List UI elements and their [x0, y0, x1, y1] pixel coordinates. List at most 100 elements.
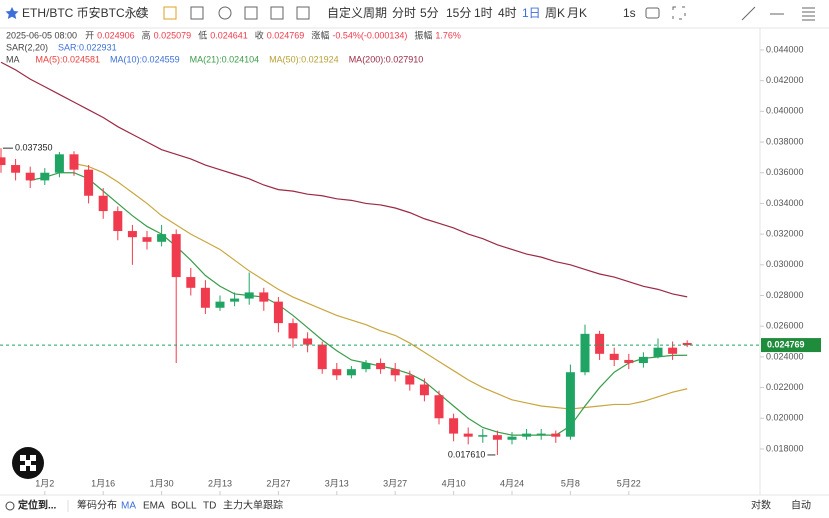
camera-icon[interactable]	[645, 7, 660, 19]
timeframe[interactable]: 15分	[446, 6, 471, 20]
candle-body	[171, 234, 181, 278]
info-text: 涨幅	[311, 29, 329, 40]
info-text: MA(10):0.024559	[110, 54, 180, 64]
x-tick-label: 1月30	[150, 478, 174, 488]
timeframe[interactable]: 1日	[522, 6, 541, 20]
info-text: 0.024906	[97, 30, 135, 40]
timeframe[interactable]: 分时	[392, 6, 416, 20]
indicator-tab[interactable]: TD	[203, 501, 216, 512]
y-tick-label: 0.038000	[766, 136, 804, 146]
timeframe[interactable]: 1时	[474, 6, 493, 20]
candle-body	[682, 342, 692, 346]
timeframe[interactable]: 周K	[545, 6, 565, 20]
candle-body	[273, 301, 283, 324]
info-text: 2025-06-05 08:00	[6, 30, 77, 40]
y-tick-label: 0.026000	[766, 321, 804, 331]
candle-body	[317, 344, 327, 370]
candle-body	[244, 292, 254, 299]
indicator-tab[interactable]: BOLL	[171, 501, 197, 512]
price-tag	[761, 338, 821, 353]
indicator-tab[interactable]: EMA	[143, 501, 165, 512]
timeframe[interactable]: 5分	[420, 6, 439, 20]
layout-icon[interactable]	[270, 6, 284, 20]
plot: 0.037350 0.017610	[0, 61, 692, 459]
candle-body	[536, 433, 546, 435]
x-tick-label: 5月22	[617, 478, 641, 488]
candle-body	[522, 433, 532, 437]
min-label: 0.017610	[448, 449, 486, 459]
candle-body	[0, 157, 6, 166]
candle-body	[376, 363, 386, 370]
x-tick-label: 4月24	[500, 478, 524, 488]
indicator-icon[interactable]	[190, 6, 204, 20]
candle-body	[405, 375, 415, 385]
candle-body	[361, 363, 371, 370]
y-tick-label: 0.028000	[766, 290, 804, 300]
scale-option[interactable]: 自动	[791, 499, 811, 512]
y-tick-label: 0.040000	[766, 106, 804, 116]
y-tick-label: 0.034000	[766, 198, 804, 208]
menu-icon[interactable]	[802, 7, 815, 21]
settings-icon[interactable]	[218, 6, 232, 20]
info-text: 0.025079	[154, 30, 192, 40]
candle-body	[25, 172, 35, 181]
indicator-tab[interactable]: 主力大单跟踪	[223, 499, 283, 512]
save-icon[interactable]	[296, 6, 310, 20]
ma-line	[0, 61, 688, 298]
candle-body	[69, 154, 79, 170]
candle-body	[463, 433, 473, 437]
y-tick-label: 0.030000	[766, 259, 804, 269]
candle-body	[565, 372, 575, 437]
candle-body	[142, 237, 152, 242]
info-text: -0.54%(-0.000134)	[332, 30, 407, 40]
crown-icon[interactable]	[163, 6, 177, 20]
indicator-tab[interactable]: MA	[121, 501, 136, 512]
candle-body	[638, 356, 648, 364]
symbol[interactable]: ETH/BTC 币安BTC永续	[22, 5, 149, 20]
timeframe[interactable]: 自定义周期	[327, 5, 387, 20]
candle-body	[346, 369, 356, 376]
info-text: 开	[85, 30, 94, 40]
y-tick-label: 0.042000	[766, 75, 804, 85]
timeframe[interactable]: 4时	[498, 6, 517, 20]
price-tag-label: 0.024769	[767, 339, 805, 349]
candle-body	[449, 418, 459, 434]
y-tick-label: 0.032000	[766, 228, 804, 238]
info-text: 振幅	[414, 29, 432, 40]
y-tick-label: 0.022000	[766, 382, 804, 392]
fullscreen-icon[interactable]	[672, 6, 686, 20]
scale-option[interactable]: 对数	[751, 499, 771, 512]
candle-body	[54, 154, 64, 173]
draw-line-icon[interactable]	[741, 6, 756, 21]
timeframe[interactable]: 月K	[567, 6, 587, 20]
x-tick-label: 3月13	[325, 478, 349, 488]
candle-body	[653, 347, 663, 357]
candle-body	[492, 435, 502, 440]
candle-body	[186, 277, 196, 288]
info-text: MA(200):0.027910	[349, 54, 424, 64]
candle-body	[507, 436, 517, 440]
candle-body	[11, 165, 21, 173]
search-icon[interactable]	[136, 8, 146, 18]
image-icon[interactable]	[244, 6, 258, 20]
x-tick-label: 3月27	[383, 478, 407, 488]
info-text: MA(5):0.024581	[36, 54, 101, 64]
locate-icon[interactable]	[5, 501, 15, 511]
toolbar	[0, 0, 829, 28]
candle-body	[40, 172, 50, 181]
candle-body	[84, 169, 94, 196]
ma-line	[73, 162, 688, 410]
float-button-icon	[20, 455, 36, 471]
indicator-tab[interactable]: 筹码分布	[77, 499, 117, 512]
y-tick-label: 0.024000	[766, 351, 804, 361]
timeframe[interactable]: 1s	[623, 6, 636, 20]
y-tick-label: 0.044000	[766, 44, 804, 54]
candle-body	[551, 433, 561, 437]
info-text: 低	[198, 29, 207, 40]
locate[interactable]: 定位到...	[18, 499, 57, 512]
y-tick-label: 0.020000	[766, 413, 804, 423]
star-icon[interactable]	[5, 7, 19, 19]
info-text: MA	[6, 54, 20, 64]
